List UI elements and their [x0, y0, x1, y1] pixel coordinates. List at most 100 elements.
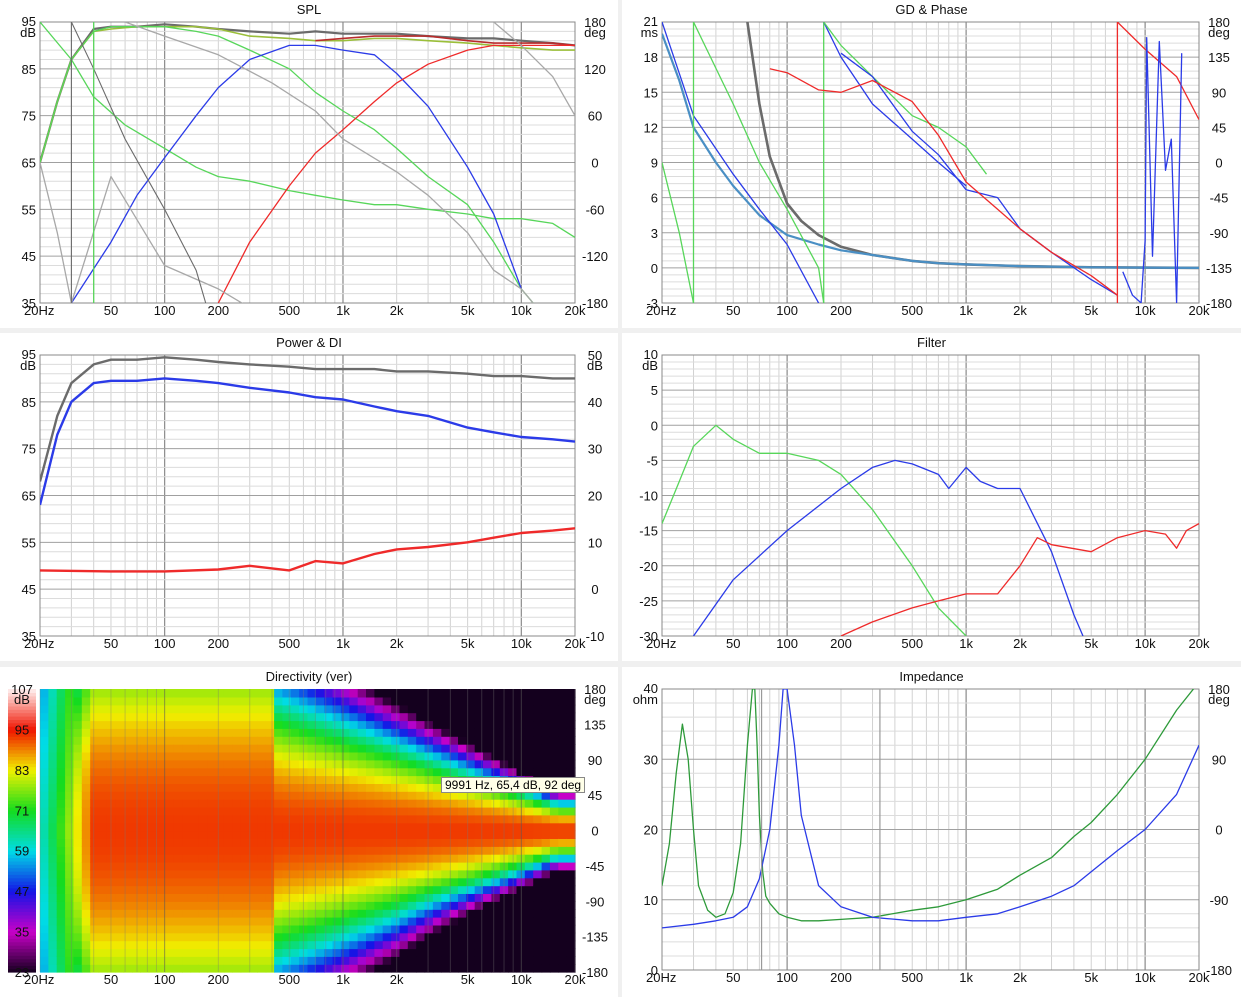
heatmap-cell	[232, 838, 242, 847]
heatmap-cell	[432, 704, 442, 714]
heatmap-cell	[391, 893, 401, 902]
heatmap-cell	[249, 751, 258, 761]
heatmap-cell	[81, 838, 91, 847]
heatmap-cell	[483, 751, 492, 761]
heatmap-cell	[140, 901, 150, 910]
heatmap-cell	[508, 964, 518, 973]
heatmap-cell	[366, 932, 375, 942]
heatmap-cell	[257, 917, 267, 926]
heatmap-cell	[332, 893, 342, 902]
heatmap-cell	[424, 689, 434, 698]
heatmap-cell	[73, 869, 83, 879]
heatmap-cell	[106, 783, 116, 792]
x-tick-label: 500	[278, 636, 300, 651]
heatmap-cell	[340, 689, 350, 698]
heatmap-cell	[499, 964, 509, 973]
heatmap-cell	[198, 728, 208, 737]
heatmap-cell	[157, 909, 166, 918]
colorbar-swatch	[8, 850, 36, 855]
heatmap-cell	[182, 759, 192, 769]
heatmap-cell	[157, 846, 166, 855]
heatmap-cell	[132, 877, 141, 887]
heatmap-cell	[98, 767, 108, 777]
heatmap-cell	[73, 940, 83, 950]
heatmap-cell	[474, 909, 484, 918]
heatmap-cell	[391, 877, 401, 887]
heatmap-cell	[374, 814, 384, 824]
heatmap-cell	[508, 948, 518, 957]
heatmap-cell	[458, 854, 467, 863]
y2-tick-label: 120	[584, 62, 606, 77]
heatmap-cell	[65, 720, 75, 729]
heatmap-cell	[190, 822, 200, 832]
y2-tick-label: -120	[582, 249, 608, 264]
heatmap-cell	[416, 861, 426, 871]
heatmap-cell	[182, 814, 192, 824]
heatmap-cell	[56, 759, 66, 769]
heatmap-cell	[123, 932, 133, 942]
heatmap-cell	[265, 932, 275, 942]
colorbar-swatch	[8, 837, 36, 842]
heatmap-cell	[165, 689, 175, 698]
heatmap-cell	[374, 751, 384, 761]
heatmap-cell	[123, 846, 133, 855]
heatmap-cell	[491, 736, 501, 745]
y2-tick-label: -45	[586, 859, 605, 874]
colorbar-swatch	[8, 894, 36, 899]
heatmap-cell	[215, 838, 225, 847]
colorbar-swatch	[8, 931, 36, 936]
x-tick-label: 10k	[511, 636, 532, 651]
heatmap-cell	[332, 806, 342, 816]
heatmap-cell	[307, 830, 317, 839]
heatmap-cell	[48, 838, 58, 847]
heatmap-cell	[407, 861, 417, 871]
heatmap-cell	[315, 728, 325, 737]
y2-axis-unit: deg	[1208, 692, 1230, 707]
heatmap-cell	[382, 956, 392, 965]
heatmap-cell	[458, 932, 467, 942]
heatmap-cell	[332, 767, 342, 777]
x-tick-label: 10k	[511, 972, 532, 987]
heatmap-cell	[349, 924, 359, 934]
heatmap-cell	[249, 736, 258, 745]
heatmap-cell	[366, 759, 375, 769]
heatmap-cell	[190, 712, 200, 722]
heatmap-cell	[524, 736, 534, 745]
heatmap-cell	[223, 964, 233, 973]
heatmap-cell	[566, 869, 576, 879]
heatmap-cell	[441, 720, 451, 729]
colorbar-swatch	[8, 928, 36, 933]
heatmap-cell	[508, 751, 518, 761]
heatmap-cell	[549, 814, 559, 824]
colorbar-swatch	[8, 887, 36, 892]
heatmap-cell	[357, 917, 367, 926]
heatmap-cell	[282, 814, 292, 824]
heatmap-cell	[81, 822, 91, 832]
heatmap-cell	[332, 948, 342, 957]
heatmap-cell	[290, 893, 300, 902]
heatmap-cell	[165, 885, 175, 894]
heatmap-cell	[391, 917, 401, 926]
heatmap-cell	[491, 751, 501, 761]
heatmap-cell	[416, 948, 426, 957]
heatmap-cell	[399, 940, 409, 950]
heatmap-cell	[432, 846, 442, 855]
heatmap-cell	[491, 901, 501, 910]
heatmap-cell	[274, 689, 284, 698]
y-axis-unit: ms	[641, 25, 659, 40]
heatmap-cell	[541, 932, 551, 942]
heatmap-cell	[90, 964, 100, 973]
heatmap-cell	[533, 822, 543, 832]
heatmap-cell	[257, 806, 267, 816]
heatmap-cell	[232, 696, 242, 706]
series-2-line	[662, 22, 820, 303]
heatmap-cell	[315, 917, 325, 926]
heatmap-cell	[524, 822, 534, 832]
heatmap-cell	[424, 736, 434, 745]
y-tick-label: 75	[22, 442, 36, 457]
heatmap-cell	[65, 783, 75, 792]
heatmap-cell	[558, 854, 568, 863]
heatmap-cell	[207, 791, 217, 800]
heatmap-cell	[40, 689, 49, 698]
heatmap-cell	[190, 861, 200, 871]
